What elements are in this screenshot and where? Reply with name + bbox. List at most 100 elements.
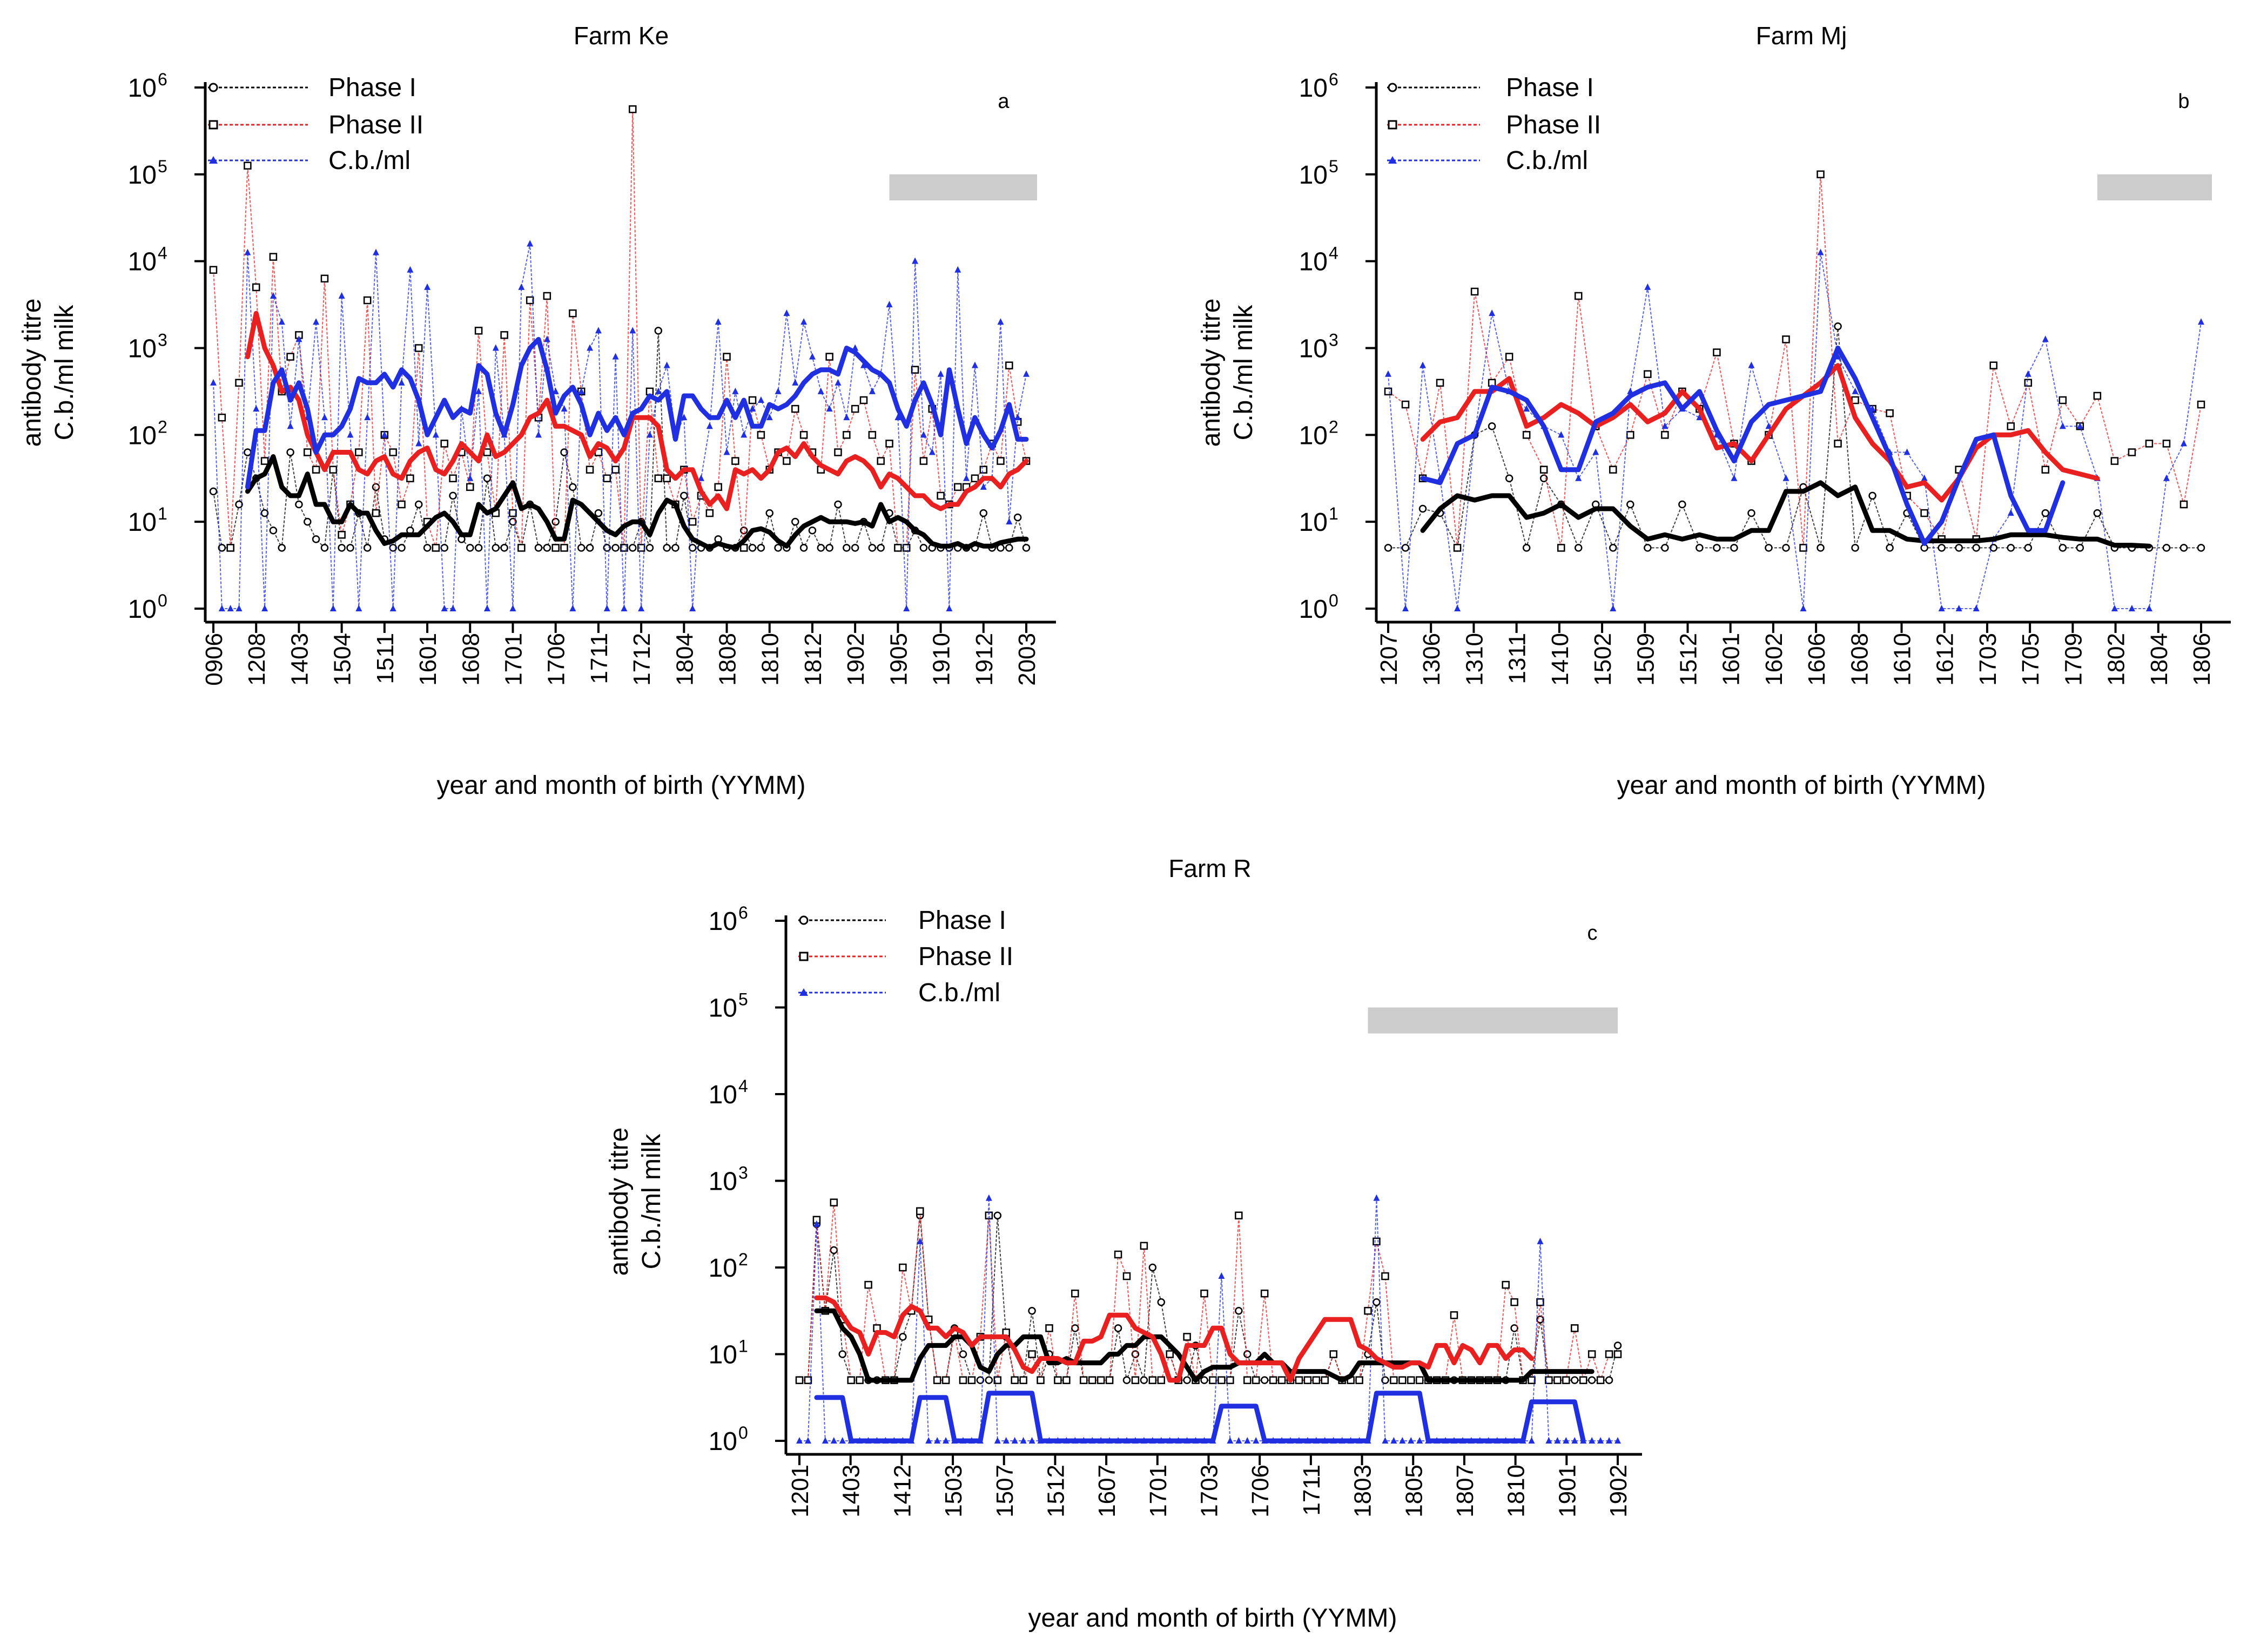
panel-c-series-c-b-ml-point [1408, 1437, 1415, 1444]
panel-c-series-c-b-ml-point [1028, 1437, 1035, 1444]
panel-a-series-phase-ii-point [714, 483, 722, 491]
panel-c-ytick-exponent: 0 [738, 1423, 748, 1442]
panel-b-xtick-label: 1612 [1932, 633, 1959, 686]
panel-c-title: Farm R [1168, 854, 1251, 882]
panel-b-series-c-b-ml-point [1575, 474, 1582, 481]
panel-b-series-c-b-ml-point [1800, 605, 1807, 611]
panel-a-series-phase-i-point [414, 500, 423, 509]
legend-c-phase1-label: Phase I [918, 906, 1006, 935]
panel-c-series-phase-i-point [1243, 1350, 1252, 1358]
panel-a-series-phase-ii-point [235, 379, 243, 387]
panel-a-series-phase-i-point [304, 517, 312, 526]
panel-c-letter: c [1587, 922, 1598, 945]
panel-b-xtick-label: 1502 [1590, 633, 1616, 686]
panel-c-series-phase-ii-point [1122, 1272, 1131, 1280]
panel-a-series-c-b-ml-point [723, 448, 730, 455]
legend-c-cb-label: C.b./ml [918, 979, 1000, 1007]
panel-b-series-phase-i-point [1834, 322, 1842, 331]
panel-a-series-phase-ii-point [791, 404, 799, 413]
panel-c-series-phase-ii-point [795, 1376, 804, 1384]
panel-c-series-c-b-ml-point [943, 1437, 950, 1444]
panel-a-xtick-label: 1912 [971, 633, 998, 686]
panel-a-series-c-b-ml-point [210, 379, 217, 386]
panel-a-series-phase-ii-point [705, 509, 714, 517]
panel-c-series-phase-ii-point [1502, 1280, 1510, 1289]
panel-a-series-c-b-ml-point [569, 605, 576, 611]
panel-a-xtick-label: 1711 [586, 633, 613, 684]
panel-a-series-c-b-ml-point [783, 309, 790, 316]
panel-c-xtick-label: 1503 [940, 1465, 967, 1518]
panel-a-ytick-label: 10 [128, 421, 157, 450]
panel-a-series-phase-ii-point [252, 283, 260, 292]
panel-a-series-c-b-ml-point [270, 292, 277, 299]
panel-c-series-phase-i-point [1381, 1376, 1389, 1384]
panel-c-series-phase-ii-point [1045, 1324, 1053, 1332]
panel-a-series-c-b-ml-point [929, 448, 936, 455]
panel-b-series-c-b-ml-point [1385, 370, 1391, 377]
panel-c-highlight-band [1368, 1007, 1618, 1034]
panel-a-series-phase-i-point [260, 509, 269, 517]
panel-b-series-phase-i-point [1747, 509, 1755, 517]
panel-a-series-phase-ii-point [859, 396, 868, 404]
panel-c-series-c-b-ml-point [1399, 1437, 1406, 1444]
legend-b-phase1-label: Phase I [1506, 73, 1594, 102]
panel-a-series-phase-i-point [500, 544, 508, 552]
panel-b-series-c-b-ml-point [1402, 605, 1409, 611]
panel-b-series-phase-i-point [2162, 544, 2171, 552]
panel-b-series-phase-i-point [1886, 544, 1894, 552]
panel-b-series-phase-ii-point [1834, 440, 1842, 448]
panel-a-series-c-b-ml-point [389, 605, 396, 611]
panel-b-series-phase-ii-point [1384, 387, 1392, 396]
panel-b-series-phase-ii-point [1644, 370, 1652, 378]
panel-b-xtick-label: 1410 [1547, 633, 1573, 686]
panel-b-series-c-b-ml-point [1592, 448, 1599, 455]
panel-a-xtick-label: 1511 [372, 633, 399, 684]
panel-b-series-phase-ii-moving-average [1420, 363, 2100, 503]
panel-a-series-phase-i-point [765, 509, 773, 517]
panel-c-series-phase-ii-point [1450, 1311, 1458, 1319]
panel-c-ylabel-line2: C.b./ml milk [637, 1134, 666, 1270]
panel-b-series-phase-i-point [2041, 509, 2050, 517]
panel-a-series-c-b-ml-point [775, 387, 782, 394]
panel-a-series-phase-ii-point [569, 309, 577, 318]
panel-a-series-c-b-ml-point [407, 266, 414, 273]
panel-c-ytick-label: 10 [709, 1427, 737, 1456]
panel-a-xtick-label: 1902 [843, 633, 869, 686]
panel-a-series-phase-ii-point [526, 296, 534, 305]
panel-b-xtick-label: 1602 [1761, 633, 1787, 686]
panel-c-series-c-b-ml-point [1545, 1437, 1552, 1444]
panel-c-series-phase-ii-point [1019, 1376, 1027, 1384]
panel-c-series-phase-ii-point [1140, 1242, 1148, 1250]
panel-c-legend: Phase I Phase II C.b./ml [798, 906, 1013, 1007]
panel-b-series-phase-ii-point [1470, 287, 1479, 296]
panel-b-series-c-b-ml-point [1454, 605, 1461, 611]
panel-a-series-c-b-ml-point [373, 248, 379, 255]
panel-b-series-phase-i-point [1644, 544, 1652, 552]
panel-b-series-c-b-ml-point [2007, 509, 2014, 516]
legend-b-phase1-marker [1388, 83, 1397, 92]
panel-c-series-phase-ii-point [1243, 1376, 1252, 1384]
panel-b-series-phase-i-point [1661, 544, 1669, 552]
panel-a-title: Farm Ke [574, 22, 669, 50]
panel-a-series-phase-i-point [312, 535, 320, 543]
panel-a-series-phase-i-point [466, 544, 474, 552]
panel-b-series-c-b-ml-point [1696, 414, 1703, 421]
panel-c-series-c-b-ml-point [830, 1437, 837, 1444]
panel-a-series-c-b-ml-point [954, 266, 961, 273]
panel-a-series-c-b-ml-point [227, 605, 234, 611]
panel-c-series-phase-ii-point [1571, 1324, 1579, 1332]
panel-c-series-c-b-ml-point [1244, 1437, 1251, 1444]
panel-b-xtick-label: 1709 [2060, 633, 2087, 686]
panel-a-series-c-b-ml-point [535, 431, 542, 438]
panel-a-series-phase-ii-point [338, 531, 346, 539]
panel-b-legend: Phase I Phase II C.b./ml [1387, 73, 1601, 175]
panel-c-xtick-label: 1803 [1350, 1465, 1376, 1518]
panel-b-series-c-b-ml [1385, 248, 2204, 611]
panel-c-series-c-b-ml-point [1589, 1437, 1596, 1444]
panel-c-series-phase-ii-moving-average [814, 1295, 1534, 1383]
panel-a-series-phase-i-point [244, 448, 252, 456]
panel-b-series-c-b-ml-point [1973, 605, 1980, 611]
panel-c-series-c-b-ml-point [1554, 1437, 1561, 1444]
panel-b-series-c-b-ml-point [1748, 361, 1755, 368]
panel-a-series-c-b-ml-point [347, 431, 354, 438]
